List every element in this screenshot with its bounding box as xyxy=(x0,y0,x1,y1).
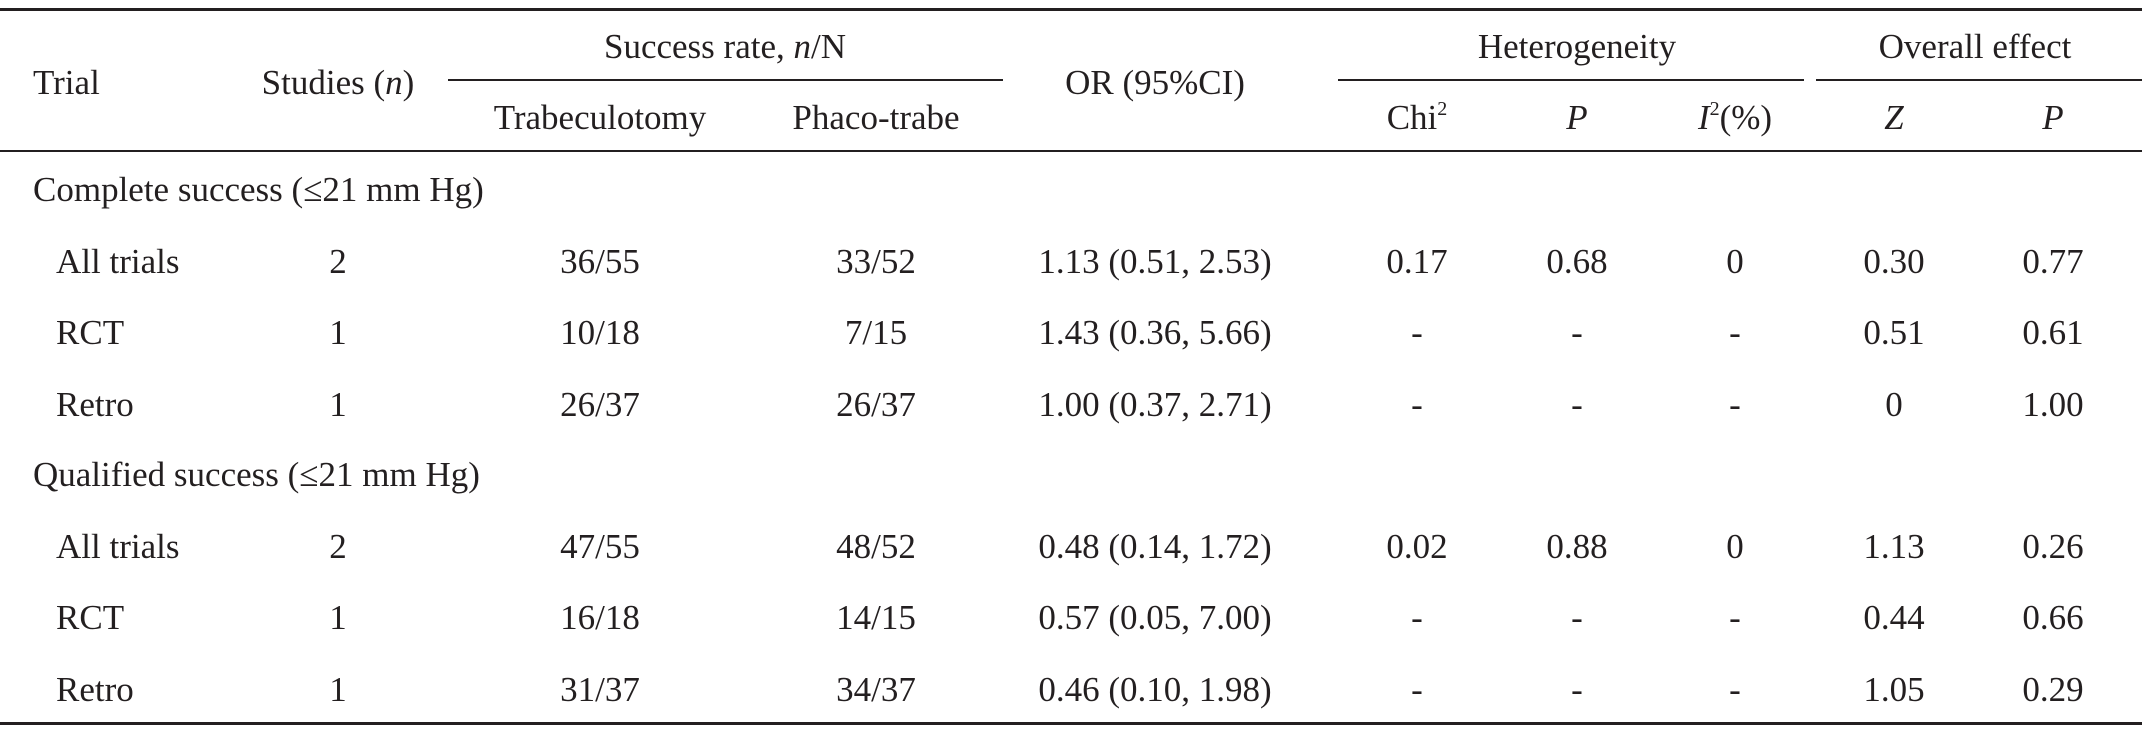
table-cell: 0.44 xyxy=(1863,598,1925,637)
table-cell: 1 xyxy=(329,598,347,637)
header-chi2: Chi2 xyxy=(1386,98,1448,137)
table-cell: 7/15 xyxy=(844,313,908,352)
table-cell: 2 xyxy=(329,526,347,566)
header-z: Z xyxy=(1884,98,1904,137)
table-cell: 33/52 xyxy=(836,241,916,281)
table-cell: - xyxy=(1571,313,1583,352)
table-cell: 1.13 (0.51, 2.53) xyxy=(1038,241,1272,281)
header-phaco-trabe: Phaco-trabe xyxy=(792,98,960,137)
header-or: OR (95%CI) xyxy=(1065,63,1245,102)
header-studies: Studies (n) xyxy=(261,63,415,102)
table-cell: 0.46 (0.10, 1.98) xyxy=(1038,669,1272,709)
header-rule xyxy=(0,150,2142,152)
header-het-p: P xyxy=(1566,98,1588,137)
table-cell: 0.66 xyxy=(2022,598,2084,637)
table-cell: 0.88 xyxy=(1546,526,1608,566)
group-title: Qualified success (≤21 mm Hg) xyxy=(33,455,480,494)
header-overall-p: P xyxy=(2042,98,2064,137)
table-cell: 0.51 xyxy=(1863,313,1925,352)
table-cell: 16/18 xyxy=(560,598,640,637)
table-cell: 1 xyxy=(329,669,347,709)
table-cell: - xyxy=(1729,598,1741,637)
table-cell: 0.61 xyxy=(2022,313,2084,352)
row-label: Retro xyxy=(56,669,134,709)
row-label: RCT xyxy=(56,598,125,637)
header-overall-effect: Overall effect xyxy=(1878,27,2072,66)
table-cell: 0 xyxy=(1885,384,1903,424)
table-cell: 0.17 xyxy=(1386,241,1448,281)
table-cell: 0 xyxy=(1726,526,1744,566)
table-cell: 0.02 xyxy=(1386,526,1448,566)
table-cell: 31/37 xyxy=(560,669,640,709)
row-label: Retro xyxy=(56,384,134,424)
table-cell: 1.00 (0.37, 2.71) xyxy=(1038,384,1272,424)
table-cell: 1.00 xyxy=(2022,384,2084,424)
table-cell: 1.13 xyxy=(1863,526,1925,566)
bottom-rule xyxy=(0,722,2142,725)
table-cell: - xyxy=(1571,669,1583,709)
header-i2: I2(%) xyxy=(1697,98,1773,137)
table-cell: 1 xyxy=(329,313,347,352)
table-cell: 0.26 xyxy=(2022,526,2084,566)
table-cell: 0.57 (0.05, 7.00) xyxy=(1038,598,1272,637)
table-cell: 2 xyxy=(329,241,347,281)
table-cell: 0.30 xyxy=(1863,241,1925,281)
table-cell: 1.43 (0.36, 5.66) xyxy=(1038,313,1272,352)
success-rate-underline xyxy=(448,79,1003,81)
table-cell: - xyxy=(1729,384,1741,424)
table-cell: 10/18 xyxy=(560,313,640,352)
table-cell: 0.29 xyxy=(2022,669,2084,709)
header-success-rate: Success rate, n/N xyxy=(603,27,847,66)
table-cell: - xyxy=(1729,669,1741,709)
table-cell: 48/52 xyxy=(836,526,916,566)
table-cell: - xyxy=(1411,598,1423,637)
table-cell: - xyxy=(1411,669,1423,709)
table-cell: 1 xyxy=(329,384,347,424)
table-cell: 26/37 xyxy=(560,384,640,424)
table-cell: 0.77 xyxy=(2022,241,2084,281)
top-rule xyxy=(0,8,2142,11)
table-cell: 0.48 (0.14, 1.72) xyxy=(1038,526,1272,566)
table-cell: - xyxy=(1571,598,1583,637)
overall-effect-underline xyxy=(1816,79,2142,81)
group-title: Complete success (≤21 mm Hg) xyxy=(33,170,484,209)
table-cell: 26/37 xyxy=(836,384,916,424)
heterogeneity-underline xyxy=(1338,79,1804,81)
table-cell: - xyxy=(1411,384,1423,424)
table-cell: 34/37 xyxy=(836,669,916,709)
row-label: All trials xyxy=(56,526,180,566)
header-trial: Trial xyxy=(33,63,100,102)
row-label: RCT xyxy=(56,313,125,352)
table-cell: 47/55 xyxy=(560,526,640,566)
table-cell: 0.68 xyxy=(1546,241,1608,281)
table-cell: 36/55 xyxy=(560,241,640,281)
header-heterogeneity: Heterogeneity xyxy=(1477,27,1677,66)
table-cell: 0 xyxy=(1726,241,1744,281)
table-cell: - xyxy=(1729,313,1741,352)
table-cell: - xyxy=(1571,384,1583,424)
row-label: All trials xyxy=(56,241,180,281)
table-cell: 14/15 xyxy=(836,598,916,637)
table-cell: 1.05 xyxy=(1863,669,1925,709)
header-trabeculotomy: Trabeculotomy xyxy=(493,98,707,137)
table-cell: - xyxy=(1411,313,1423,352)
